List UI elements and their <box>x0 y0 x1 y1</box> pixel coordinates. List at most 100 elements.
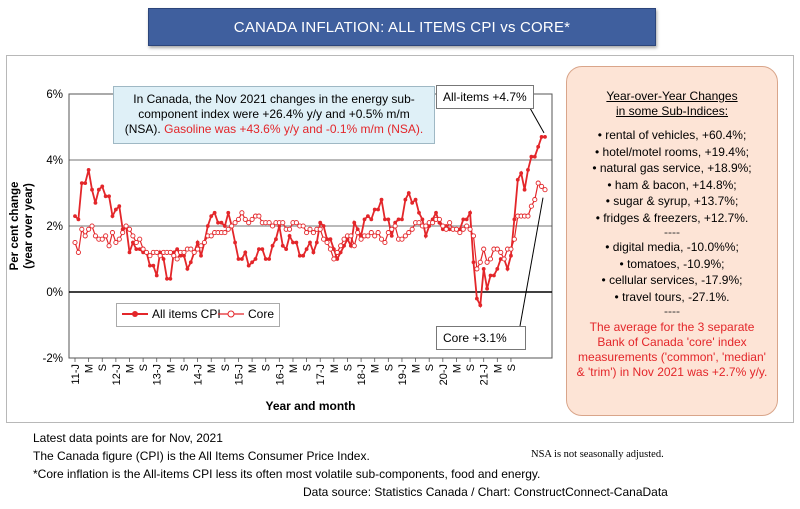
data-point-core <box>167 249 173 255</box>
x-tick-label: 15-J <box>233 364 245 385</box>
data-point-core <box>443 226 449 232</box>
data-point-core <box>89 223 95 229</box>
data-point-core <box>109 230 116 236</box>
data-point-core <box>525 213 531 219</box>
data-point-all-items <box>362 217 367 222</box>
x-tick-label: 13-J <box>152 364 164 385</box>
data-point-core <box>539 183 545 189</box>
data-point-all-items <box>328 237 333 242</box>
separator-2: ---- <box>664 304 680 318</box>
x-tick-label: M <box>451 364 463 373</box>
data-point-core <box>75 249 81 255</box>
data-point-all-items <box>219 220 224 225</box>
data-point-all-items <box>485 286 490 291</box>
data-point-all-items <box>257 247 261 252</box>
data-point-all-items <box>260 247 265 252</box>
data-point-core <box>464 223 470 229</box>
data-point-all-items <box>233 240 237 245</box>
data-point-all-items <box>185 267 190 271</box>
data-point-core <box>477 259 483 265</box>
data-point-core <box>423 223 429 229</box>
data-point-all-items <box>519 171 524 176</box>
data-point-all-items <box>83 181 88 186</box>
x-tick-label: 12-J <box>111 364 123 385</box>
x-tick-label: S <box>179 364 191 371</box>
data-point-core <box>116 236 122 242</box>
data-point-all-items <box>270 243 275 248</box>
data-point-all-items <box>86 168 91 172</box>
list-item: • fridges & freezers, +12.7%. <box>595 210 749 225</box>
data-point-core <box>317 226 323 232</box>
data-point-all-items <box>420 217 425 222</box>
data-point-all-items <box>403 197 408 202</box>
x-tick-label: M <box>288 364 300 373</box>
y-tick-label: -2% <box>43 353 63 365</box>
data-point-all-items <box>543 135 547 139</box>
data-point-core <box>453 226 459 232</box>
x-tick-label: M <box>370 364 382 373</box>
data-point-core <box>498 249 504 255</box>
x-tick-label: 16-J <box>274 364 286 385</box>
legend-item-core: Core <box>217 307 274 321</box>
data-point-all-items <box>434 210 438 215</box>
data-point-all-items <box>297 253 302 258</box>
data-point-all-items <box>447 227 452 232</box>
data-point-core <box>406 230 412 236</box>
data-point-core <box>222 230 228 236</box>
data-point-core <box>392 223 398 229</box>
x-tick-label: 17-J <box>315 364 327 385</box>
data-point-all-items <box>76 217 81 222</box>
list-item: • hotel/motel rooms, +19.4%; <box>595 144 749 159</box>
legend-swatch-all-items <box>122 311 148 317</box>
data-point-all-items <box>512 217 517 222</box>
data-point-all-items <box>90 187 94 192</box>
x-tick-label: S <box>220 364 232 371</box>
data-point-all-items <box>488 273 493 278</box>
data-point-core <box>82 233 88 239</box>
data-point-core <box>304 230 310 236</box>
x-tick-label: S <box>342 364 354 371</box>
data-point-all-items <box>352 220 357 225</box>
x-tick-label: M <box>247 364 259 373</box>
data-point-core <box>501 256 507 262</box>
x-tick-label: 21-J <box>479 364 491 385</box>
data-point-all-items <box>396 217 401 222</box>
data-point-core <box>460 226 466 232</box>
data-point-all-items <box>287 234 292 238</box>
data-point-all-items <box>495 267 500 271</box>
data-point-all-items <box>532 154 537 159</box>
y-tick-label: 2% <box>46 221 63 233</box>
data-point-all-items <box>522 187 527 192</box>
footer-core-note: *Core inflation is the All-items CPI les… <box>33 467 541 481</box>
data-point-core <box>171 253 177 259</box>
data-point-core <box>157 253 163 259</box>
data-point-core <box>300 223 306 229</box>
data-point-all-items <box>291 240 295 245</box>
data-point-core <box>126 226 133 232</box>
footer-nsa-note: NSA is not seasonally adjusted. <box>531 449 664 460</box>
data-point-core <box>409 226 415 232</box>
data-point-core <box>201 239 207 246</box>
data-point-core <box>232 220 238 226</box>
x-tick-label: S <box>506 364 518 371</box>
data-point-all-items <box>529 154 534 159</box>
data-point-all-items <box>464 217 469 222</box>
x-tick-label: M <box>206 364 218 373</box>
data-point-all-items <box>239 257 244 261</box>
data-point-core <box>174 256 180 262</box>
data-point-core <box>542 187 548 193</box>
core-average-note: The average for the 3 separate Bank of C… <box>576 320 768 379</box>
data-point-all-items <box>134 247 139 252</box>
data-point-core <box>389 226 395 232</box>
data-point-core <box>143 249 150 255</box>
data-point-all-items <box>195 240 200 245</box>
data-point-all-items <box>311 250 316 255</box>
data-point-core <box>481 246 487 252</box>
data-point-all-items <box>400 217 404 222</box>
data-point-all-items <box>161 257 166 261</box>
data-point-core <box>467 226 473 232</box>
data-point-all-items <box>294 240 299 245</box>
data-point-core <box>79 226 85 232</box>
data-point-all-items <box>274 237 278 242</box>
data-point-all-items <box>348 243 353 248</box>
